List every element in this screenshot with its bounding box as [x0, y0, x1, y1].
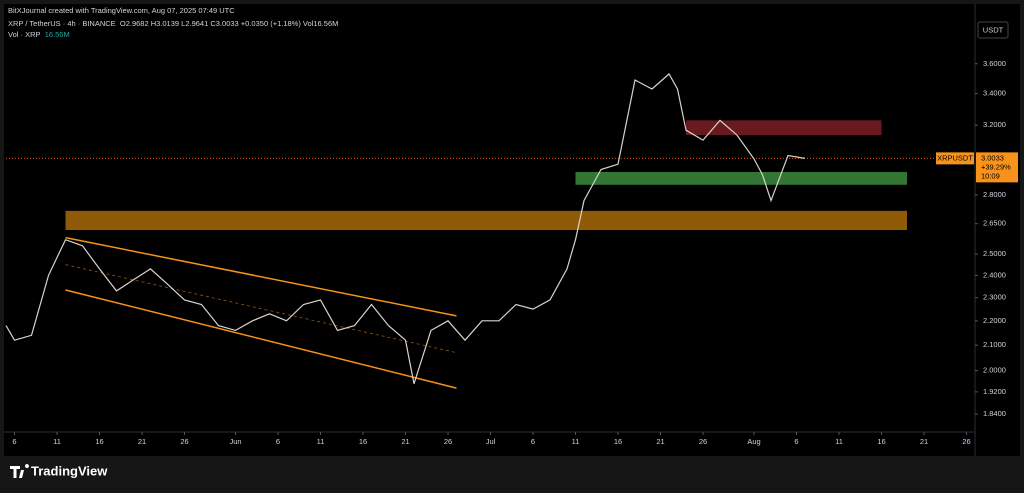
x-tick-label: 6 — [12, 437, 16, 446]
symbol: XRP / TetherUS · 4h · BINANCE — [8, 19, 116, 28]
symbol-box — [936, 152, 974, 165]
x-tick-label: 11 — [835, 437, 843, 446]
channel-lower — [65, 289, 457, 389]
zone — [65, 210, 907, 231]
y-tick-label: 2.1000 — [983, 340, 1006, 349]
y-tick-label: 3.4000 — [983, 89, 1006, 98]
credit: BitXJournal created with TradingView.com… — [8, 6, 235, 15]
x-tick-label: 26 — [962, 437, 970, 446]
y-tick-label: 2.5000 — [983, 249, 1006, 258]
symbol-info: XRP / TetherUS · 4h · BINANCE O2.9682 H3… — [8, 19, 338, 28]
y-tick-label: 2.8000 — [983, 190, 1006, 199]
x-tick-label: 21 — [138, 437, 146, 446]
logo — [10, 464, 29, 478]
logo-icon — [10, 464, 29, 478]
last-price: 3.0033 — [981, 153, 1004, 162]
x-tick-label: 21 — [656, 437, 664, 446]
volume-info: Vol · XRP 16.56M — [8, 30, 70, 39]
x-tick-label: 26 — [444, 437, 452, 446]
x-tick-label: 16 — [95, 437, 103, 446]
volume-value: 16.56M — [44, 30, 70, 39]
channel-upper — [65, 236, 457, 317]
x-tick-label: 26 — [699, 437, 707, 446]
x-tick-label: 21 — [920, 437, 928, 446]
currency-box — [977, 21, 1009, 39]
zone — [575, 171, 907, 185]
ohlc: O2.9682 H3.0139 L2.9641 C3.0033 +0.0350 … — [119, 19, 339, 28]
y-tick-label: 1.8400 — [983, 409, 1006, 418]
x-tick-label: 11 — [53, 437, 61, 446]
currency: USDT — [983, 25, 1004, 34]
x-tick-label: Jul — [486, 437, 496, 446]
last-price-timer: 10:09 — [981, 171, 1000, 180]
price-line — [5, 73, 806, 384]
channel-middle — [65, 264, 457, 354]
volume-label: Vol · XRP — [8, 30, 41, 39]
x-tick-label: Jun — [229, 437, 241, 446]
y-tick-label: 3.2000 — [983, 120, 1006, 129]
last-price-symbol: XRPUSDT — [937, 153, 973, 162]
y-tick-label: 2.3000 — [983, 293, 1006, 302]
x-tick-label: 11 — [572, 437, 580, 446]
y-tick-label: 2.0000 — [983, 366, 1006, 375]
y-tick-label: 3.6000 — [983, 59, 1006, 68]
x-tick-label: 11 — [317, 437, 325, 446]
x-tick-label: 6 — [794, 437, 798, 446]
x-tick-label: 6 — [531, 437, 535, 446]
x-tick-label: Aug — [747, 437, 760, 446]
x-tick-label: 26 — [180, 437, 188, 446]
last-price-change: +39.29% — [981, 162, 1011, 171]
zone — [686, 120, 882, 136]
x-tick-label: 16 — [359, 437, 367, 446]
y-tick-label: 2.6500 — [983, 219, 1006, 228]
brand: TradingView — [31, 463, 108, 478]
x-tick-label: 16 — [877, 437, 885, 446]
y-tick-label: 2.2000 — [983, 316, 1006, 325]
y-tick-label: 1.9200 — [983, 387, 1006, 396]
x-tick-label: 16 — [614, 437, 622, 446]
x-tick-label: 6 — [276, 437, 280, 446]
price-box — [976, 152, 1018, 183]
x-tick-label: 21 — [401, 437, 409, 446]
y-tick-label: 2.4000 — [983, 270, 1006, 279]
